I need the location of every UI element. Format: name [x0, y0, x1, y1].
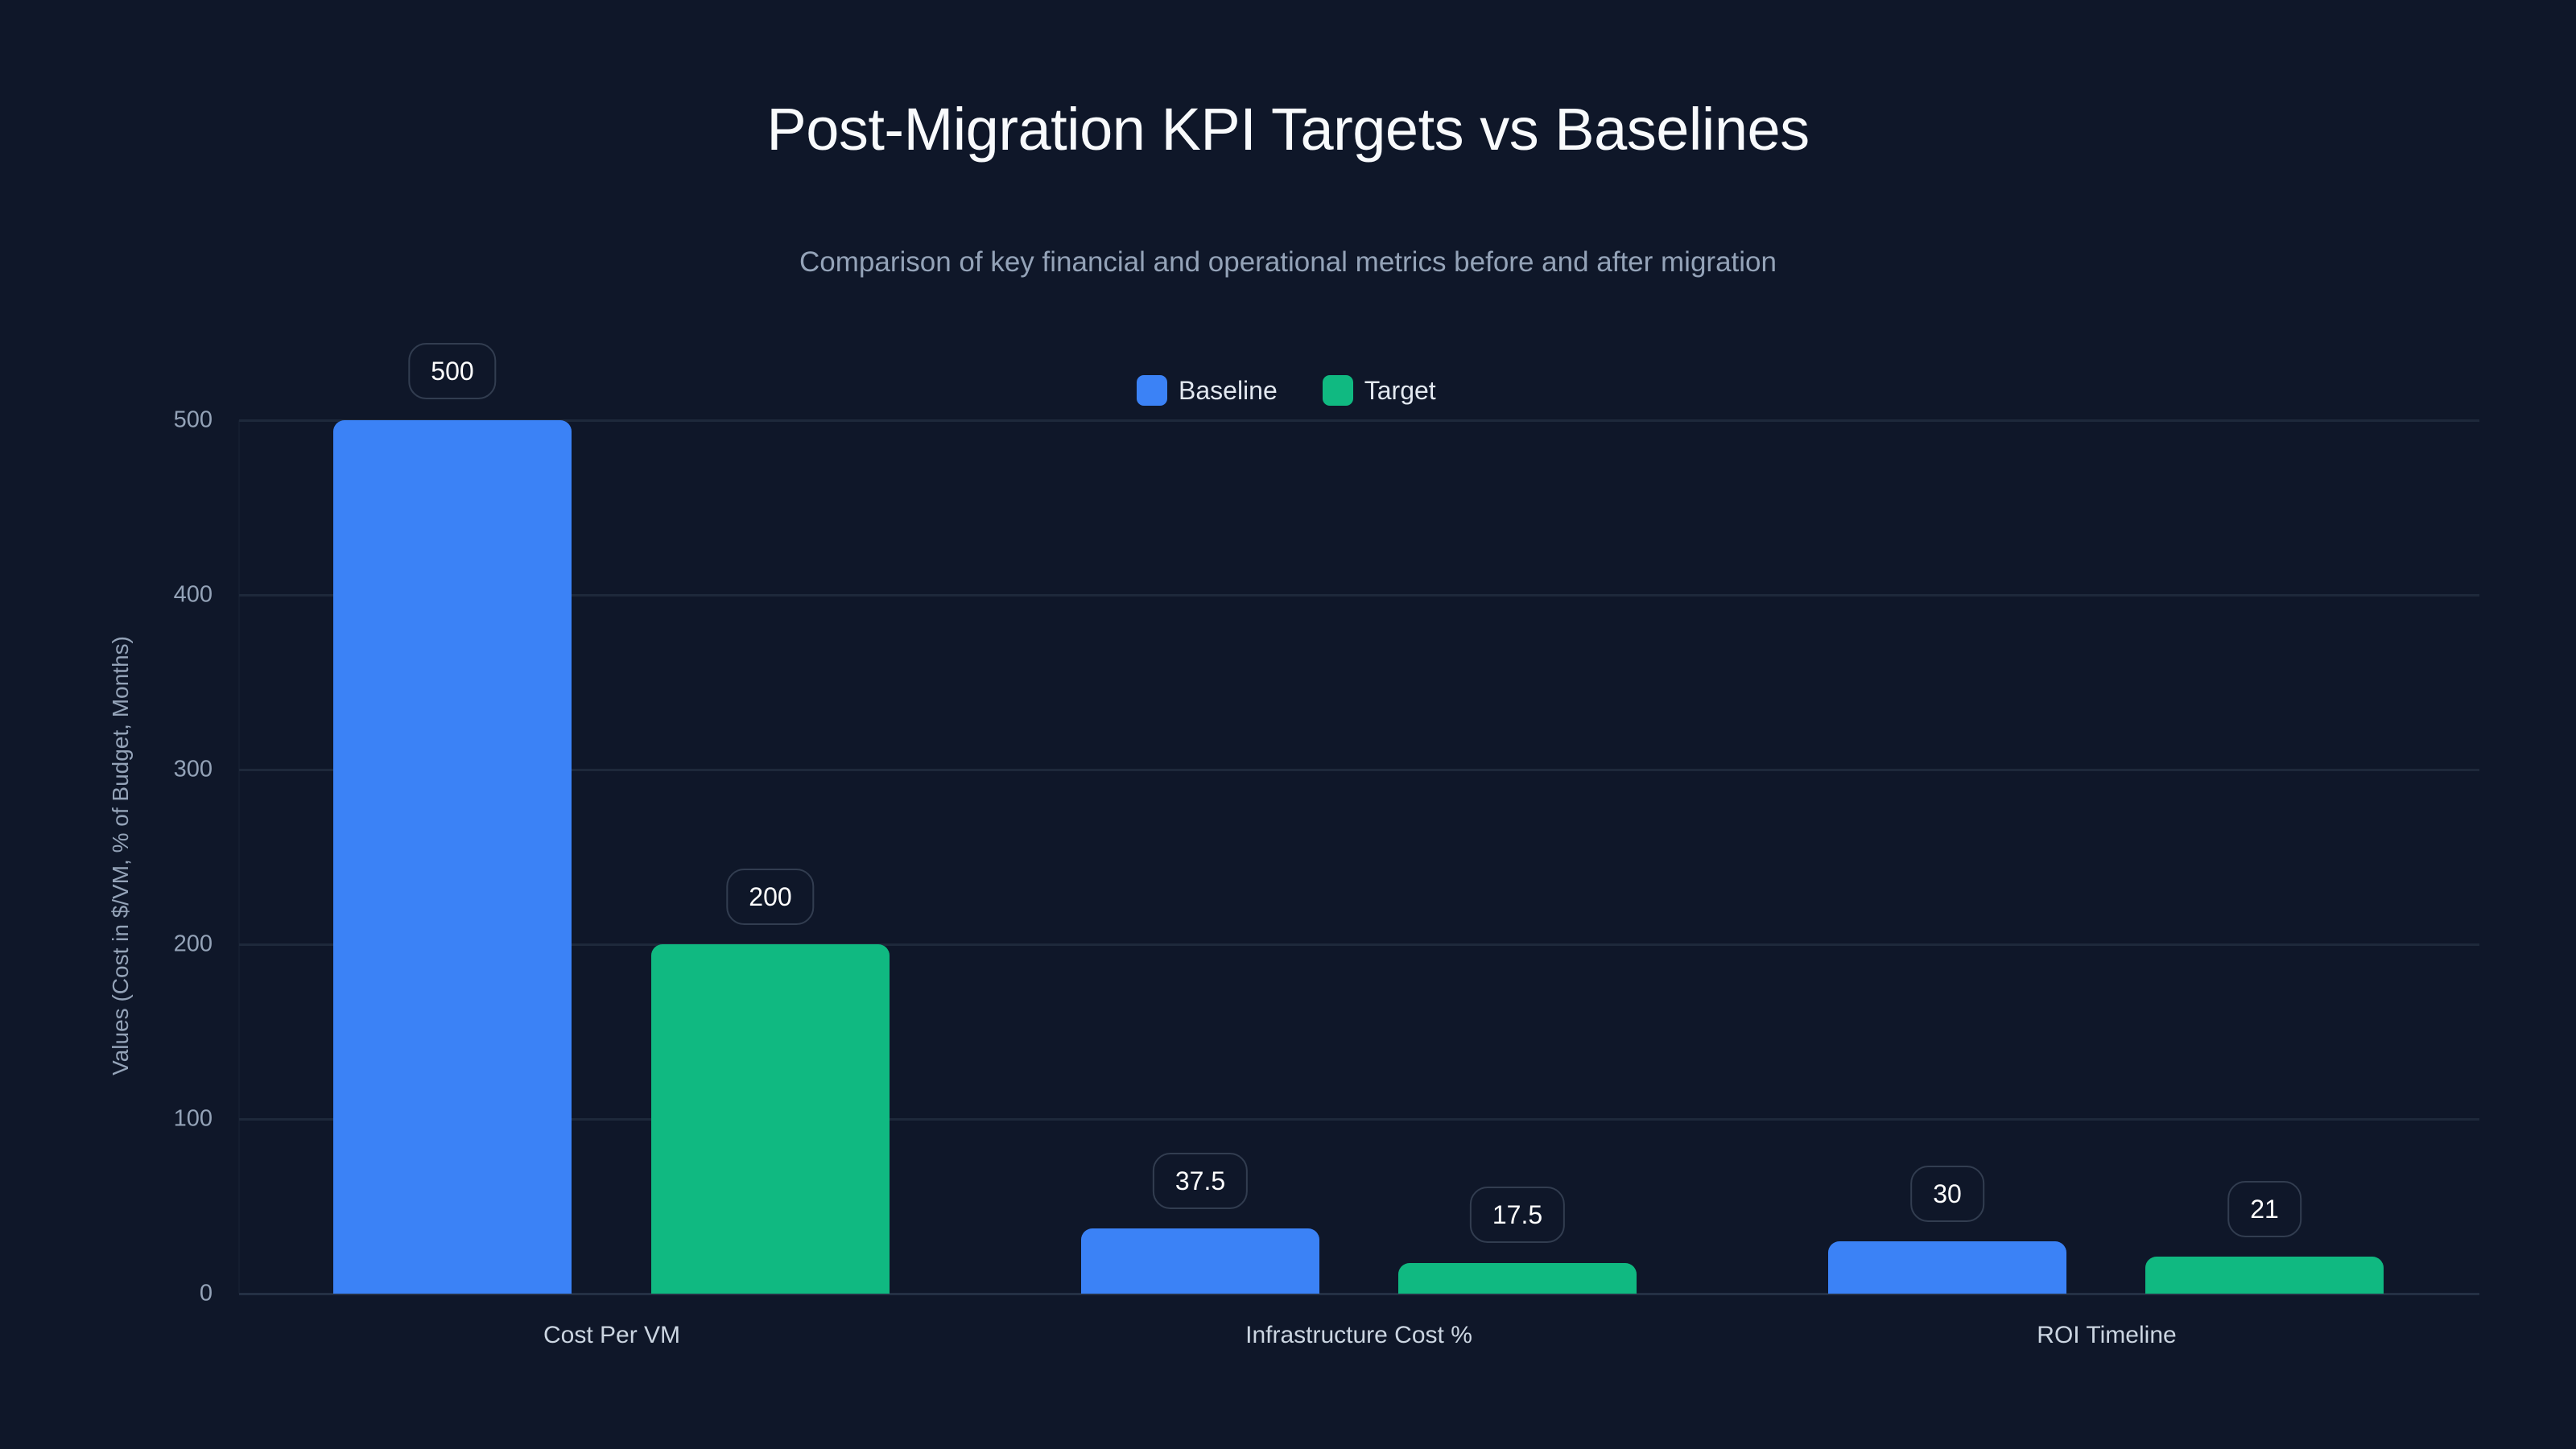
bar-baseline-roi-timeline[interactable] [1828, 1241, 2066, 1294]
legend-label-baseline: Baseline [1179, 375, 1278, 405]
category-label-cost-per-vm: Cost Per VM [543, 1322, 681, 1348]
y-axis-line [238, 420, 240, 1294]
baseline-swatch-icon [1137, 375, 1167, 406]
gridline-500 [239, 419, 2479, 422]
y-axis-title: Values (Cost in $/VM, % of Budget, Month… [108, 636, 133, 1075]
bar-target-roi-timeline[interactable] [2145, 1257, 2384, 1294]
value-label-baseline-infrastructure-cost: 37.5 [1152, 1153, 1249, 1209]
value-label-target-infrastructure-cost: 17.5 [1469, 1187, 1566, 1243]
gridline-0 [239, 1293, 2479, 1295]
y-tick-400: 400 [173, 581, 213, 608]
y-tick-200: 200 [173, 931, 213, 957]
bar-baseline-cost-per-vm[interactable] [333, 420, 572, 1294]
value-label-baseline-roi-timeline: 30 [1910, 1166, 1984, 1222]
y-tick-500: 500 [173, 407, 213, 433]
gridline-400 [239, 594, 2479, 597]
y-tick-100: 100 [173, 1105, 213, 1132]
chart-subtitle: Comparison of key financial and operatio… [799, 246, 1777, 278]
bar-target-infrastructure-cost[interactable] [1398, 1263, 1637, 1294]
y-tick-0: 0 [199, 1280, 213, 1307]
y-tick-300: 300 [173, 756, 213, 782]
gridline-200 [239, 943, 2479, 946]
legend-item-target[interactable]: Target [1322, 375, 1436, 406]
gridline-300 [239, 769, 2479, 771]
category-label-roi-timeline: ROI Timeline [2037, 1322, 2177, 1348]
bar-target-cost-per-vm[interactable] [651, 944, 890, 1294]
value-label-target-roi-timeline: 21 [2227, 1181, 2301, 1237]
gridline-100 [239, 1118, 2479, 1121]
legend-item-baseline[interactable]: Baseline [1137, 375, 1278, 406]
value-label-target-cost-per-vm: 200 [726, 869, 815, 925]
category-label-infrastructure-cost: Infrastructure Cost % [1245, 1322, 1472, 1348]
target-swatch-icon [1322, 375, 1353, 406]
legend: Baseline Target [1137, 374, 1481, 407]
plot-area: 0 100 200 300 400 500 500 200 37.5 17.5 … [174, 343, 2479, 1307]
chart-title: Post-Migration KPI Targets vs Baselines [766, 96, 1810, 163]
value-label-baseline-cost-per-vm: 500 [408, 343, 497, 399]
legend-label-target: Target [1364, 375, 1436, 405]
bar-baseline-infrastructure-cost[interactable] [1081, 1228, 1319, 1294]
